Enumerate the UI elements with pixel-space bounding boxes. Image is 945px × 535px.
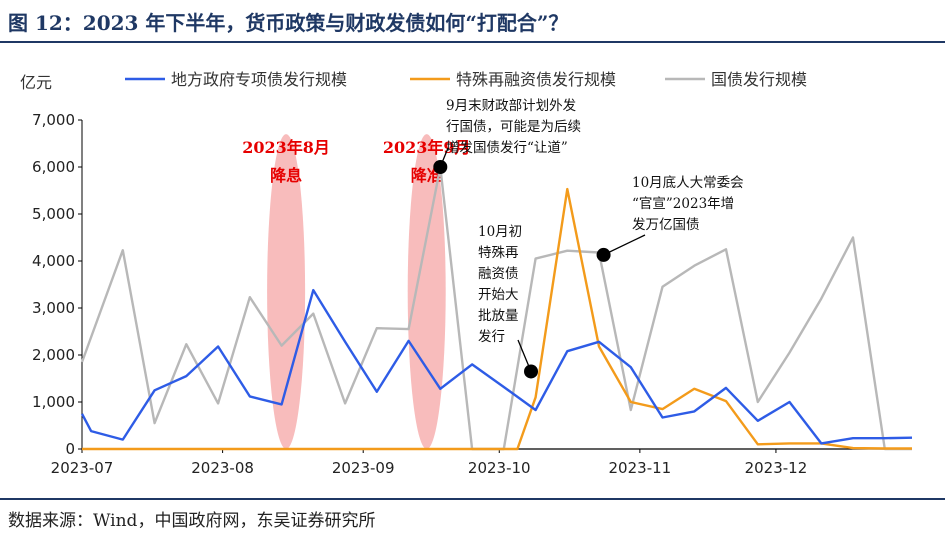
y-axis-label: 亿元 — [20, 73, 52, 92]
annotation-leader-3 — [603, 234, 646, 256]
annotation-marker-2 — [524, 364, 539, 379]
title-rule — [0, 41, 945, 43]
annotation-2-line: 特殊再 — [478, 245, 519, 261]
annotation-3-line: 发万亿国债 — [632, 217, 700, 233]
annotation-2-line: 发行 — [478, 329, 505, 345]
annotation-2-line: 融资债 — [478, 266, 519, 282]
data-source: 数据来源：Wind，中国政府网，东吴证券研究所 — [8, 511, 376, 531]
legend-label-3: 国债发行规模 — [711, 70, 807, 89]
annotation-1-line: 行国债，可能是为后续 — [446, 119, 581, 135]
annotation-1-line: 9月末财政部计划外发 — [446, 98, 577, 114]
highlight-label-2: 2023年9月 — [383, 138, 471, 157]
annotation-1-line: 增发国债发行“让道” — [446, 140, 568, 156]
x-tick-label: 2023-12 — [745, 459, 808, 477]
y-tick-label: 4,000 — [32, 252, 75, 270]
highlight-band-1 — [267, 134, 306, 449]
x-tick-label: 2023-08 — [191, 459, 254, 477]
y-tick-label: 7,000 — [32, 111, 75, 129]
y-tick-label: 3,000 — [32, 299, 75, 317]
series-lines — [80, 165, 913, 451]
legend-label-2: 特殊再融资债发行规模 — [456, 70, 616, 89]
x-tick-label: 2023-09 — [332, 459, 395, 477]
legend-label-1: 地方政府专项债发行规模 — [171, 70, 347, 89]
figure-title: 图 12：2023 年下半年，货币政策与财政发债如何“打配合”？ — [8, 11, 569, 35]
annotation-2-line: 10月初 — [478, 223, 522, 240]
source-rule — [0, 498, 945, 500]
highlight-sublabel-1: 降息 — [270, 166, 302, 185]
legend: 地方政府专项债发行规模 特殊再融资债发行规模 国债发行规模 — [125, 70, 807, 89]
x-tick-label: 2023-10 — [468, 459, 531, 477]
y-tick-label: 0 — [65, 440, 75, 458]
annotation-2-line: 开始大 — [478, 287, 519, 303]
y-tick-label: 6,000 — [32, 158, 75, 176]
annotation-marker-3 — [596, 247, 611, 262]
highlight-label-1: 2023年8月 — [242, 138, 330, 157]
x-tick-label: 2023-07 — [51, 459, 114, 477]
y-tick-label: 5,000 — [32, 205, 75, 223]
series-line-1 — [80, 288, 913, 445]
y-tick-label: 2,000 — [32, 346, 75, 364]
y-tick-label: 1,000 — [32, 393, 75, 411]
annotation-3-line: “官宣”2023年增 — [632, 196, 734, 212]
series-line-2 — [82, 187, 912, 451]
annotation-2-line: 批放量 — [478, 308, 519, 324]
title-bar: 图 12：2023 年下半年，货币政策与财政发债如何“打配合”？ — [0, 0, 945, 43]
annotation-marker-1 — [433, 160, 448, 174]
x-tick-label: 2023-11 — [609, 459, 672, 477]
highlight-band-2 — [407, 134, 446, 449]
annotation-3-line: 10月底人大常委会 — [632, 175, 744, 191]
